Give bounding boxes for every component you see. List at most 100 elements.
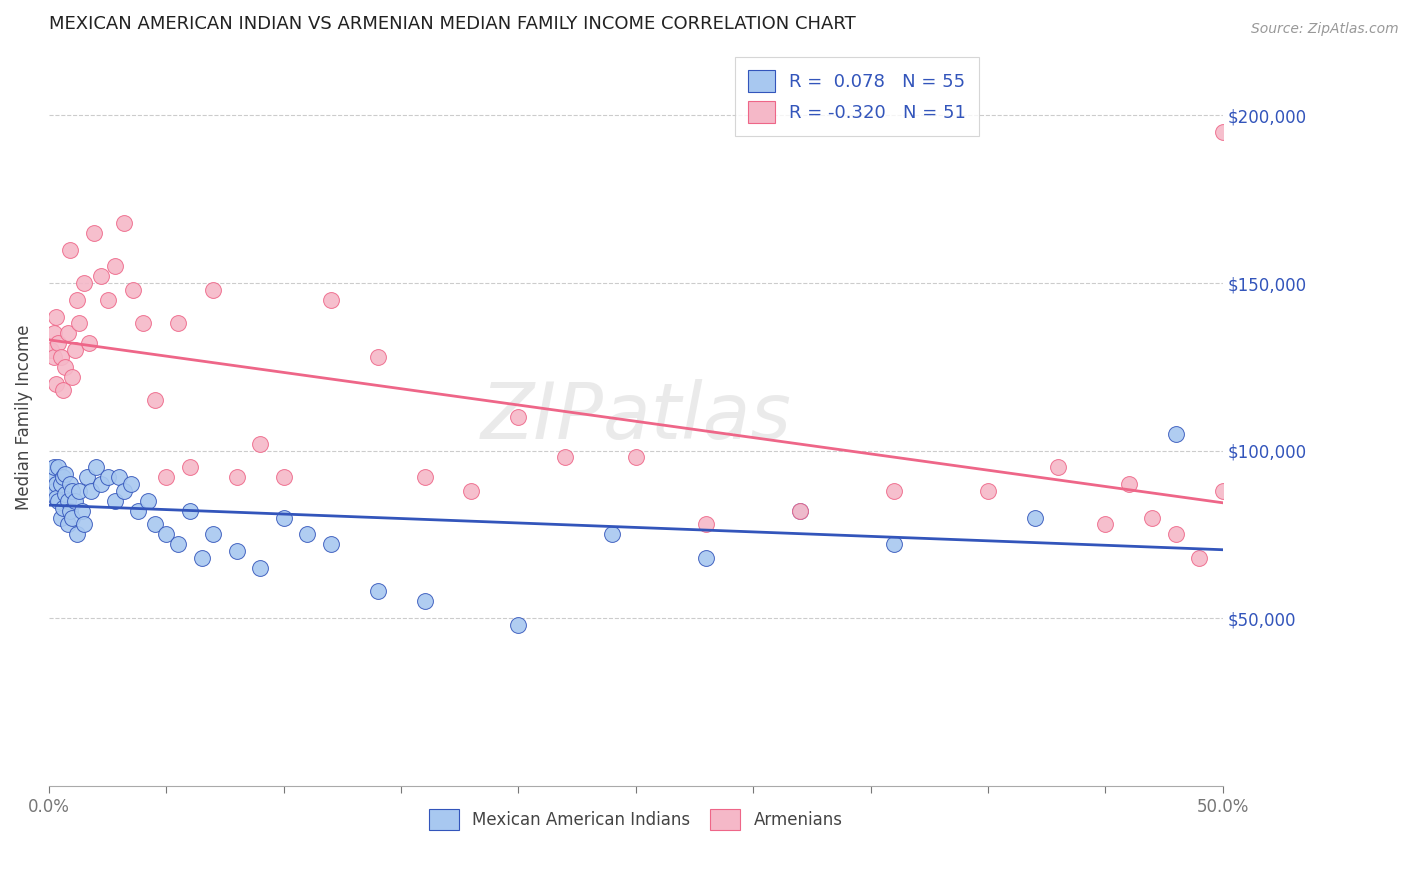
Point [155, 470, 177, 484]
Point [127, 504, 149, 518]
Point [273, 510, 295, 524]
Point [104, 494, 127, 508]
Point [49, 350, 72, 364]
Point [42, 350, 65, 364]
Point [413, 594, 436, 608]
Point [76, 470, 98, 484]
Point [62, 483, 84, 498]
Point [90, 269, 112, 284]
Point [90, 477, 112, 491]
Point [45, 376, 67, 391]
Point [42, 460, 65, 475]
Point [77, 336, 100, 351]
Point [367, 350, 389, 364]
Point [62, 510, 84, 524]
Point [48, 336, 70, 351]
Point [63, 343, 86, 357]
Point [48, 494, 70, 508]
Point [69, 316, 91, 330]
Point [249, 561, 271, 575]
Point [190, 550, 212, 565]
Text: Source: ZipAtlas.com: Source: ZipAtlas.com [1251, 22, 1399, 37]
Point [1164, 426, 1187, 441]
Point [883, 537, 905, 551]
Point [83, 226, 105, 240]
Point [273, 470, 295, 484]
Point [789, 504, 811, 518]
Text: ZIPatlas: ZIPatlas [481, 379, 792, 455]
Point [108, 470, 131, 484]
Point [225, 544, 247, 558]
Point [122, 283, 145, 297]
Point [789, 504, 811, 518]
Point [49, 510, 72, 524]
Point [1188, 550, 1211, 565]
Point [55, 467, 77, 481]
Point [179, 504, 201, 518]
Point [883, 483, 905, 498]
Point [73, 276, 96, 290]
Point [1118, 477, 1140, 491]
Point [41, 470, 63, 484]
Point [367, 584, 389, 599]
Point [1142, 510, 1164, 524]
Point [1164, 527, 1187, 541]
Point [1212, 483, 1234, 498]
Point [52, 384, 75, 398]
Point [49, 477, 72, 491]
Point [695, 517, 717, 532]
Point [143, 517, 166, 532]
Point [413, 470, 436, 484]
Point [132, 316, 155, 330]
Point [84, 460, 107, 475]
Point [136, 494, 159, 508]
Point [59, 243, 82, 257]
Point [59, 477, 82, 491]
Point [319, 537, 342, 551]
Point [55, 359, 77, 374]
Point [120, 477, 142, 491]
Point [460, 483, 482, 498]
Point [56, 326, 79, 341]
Point [56, 494, 79, 508]
Point [602, 527, 624, 541]
Point [167, 537, 190, 551]
Point [45, 491, 67, 505]
Point [143, 393, 166, 408]
Point [167, 316, 190, 330]
Point [42, 483, 65, 498]
Point [249, 437, 271, 451]
Point [695, 550, 717, 565]
Point [104, 260, 127, 274]
Point [52, 500, 75, 515]
Point [63, 494, 86, 508]
Legend: Mexican American Indians, Armenians: Mexican American Indians, Armenians [422, 803, 849, 837]
Point [80, 483, 103, 498]
Point [1212, 125, 1234, 139]
Point [45, 477, 67, 491]
Point [48, 460, 70, 475]
Point [319, 293, 342, 307]
Point [202, 527, 225, 541]
Point [69, 483, 91, 498]
Point [70, 504, 93, 518]
Point [1024, 510, 1046, 524]
Point [41, 343, 63, 357]
Point [112, 216, 135, 230]
Point [508, 618, 530, 632]
Point [56, 517, 79, 532]
Point [73, 517, 96, 532]
Point [66, 527, 89, 541]
Point [508, 410, 530, 425]
Point [45, 310, 67, 324]
Point [55, 487, 77, 501]
Point [112, 483, 135, 498]
Y-axis label: Median Family Income: Median Family Income [15, 325, 32, 510]
Point [295, 527, 318, 541]
Point [62, 370, 84, 384]
Point [179, 460, 201, 475]
Point [1094, 517, 1116, 532]
Point [225, 470, 247, 484]
Point [52, 470, 75, 484]
Text: MEXICAN AMERICAN INDIAN VS ARMENIAN MEDIAN FAMILY INCOME CORRELATION CHART: MEXICAN AMERICAN INDIAN VS ARMENIAN MEDI… [49, 15, 856, 33]
